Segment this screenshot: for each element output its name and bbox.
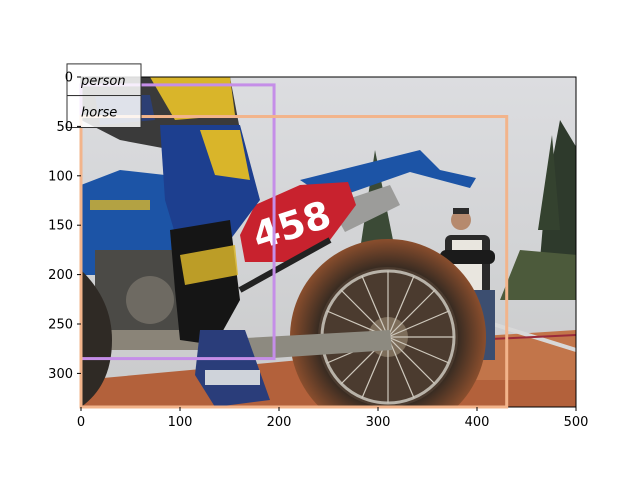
bike-tank	[81, 170, 180, 275]
person-label-box	[66, 63, 142, 97]
y-tick-label: 200	[48, 268, 73, 283]
person-label: person	[80, 74, 126, 89]
swingarm	[210, 330, 392, 362]
detections: person horse	[66, 63, 509, 409]
x-tick-label: 500	[564, 415, 589, 430]
y-tick-label: 250	[48, 318, 73, 333]
x-tick-label: 200	[267, 415, 292, 430]
horse-label: horse	[81, 106, 117, 121]
y-tick-label: 50	[56, 120, 73, 135]
x-tick-label: 0	[77, 415, 85, 430]
exhaust	[330, 185, 400, 232]
horse-box	[79, 115, 509, 409]
x-tick-label: 100	[168, 415, 193, 430]
y-tick-label: 100	[48, 169, 73, 184]
y-tick-label: 300	[48, 367, 73, 382]
y-tick-label: 150	[48, 219, 73, 234]
x-tick-label: 300	[366, 415, 391, 430]
horse-label-box	[66, 95, 142, 129]
x-tick-label: 400	[465, 415, 490, 430]
y-tick-label: 0	[65, 71, 73, 86]
y-axis: 0 50 100 150 200 250 300	[48, 71, 81, 382]
front-tire	[81, 270, 112, 407]
rider	[81, 77, 270, 407]
x-axis: 0 100 200 300 400 500	[77, 407, 589, 430]
photo: 458	[81, 77, 576, 407]
